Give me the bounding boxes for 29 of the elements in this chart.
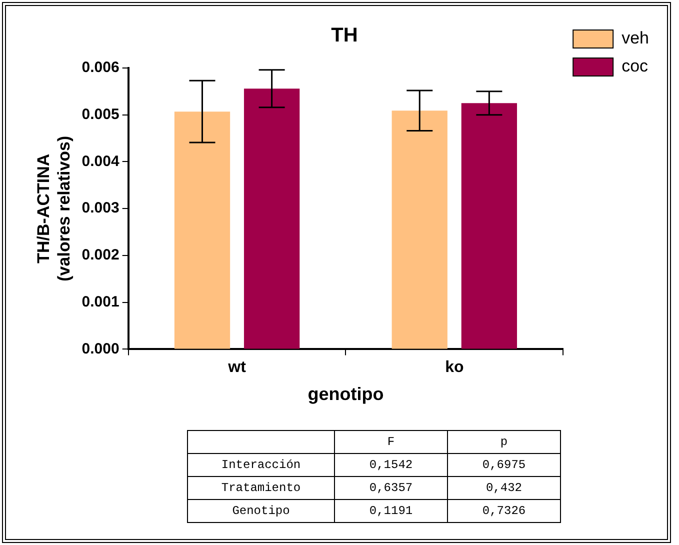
y-tick-label: 0.003	[82, 200, 120, 217]
x-tick-label: ko	[445, 359, 464, 376]
y-tick-label: 0.000	[82, 340, 120, 358]
text: 0,7326	[448, 500, 560, 522]
chart-title: TH	[331, 24, 358, 47]
y-tick-label: 0.006	[82, 59, 120, 76]
bar	[174, 112, 230, 349]
x-axis-title: genotipo	[308, 384, 384, 404]
legend-label: veh	[622, 28, 650, 48]
text: 0,432	[448, 476, 560, 500]
x-tick-label: wt	[227, 359, 247, 376]
bar	[461, 103, 518, 349]
y-tick-label: 0.002	[82, 246, 120, 264]
text: F	[334, 430, 448, 454]
y-tick-label: 0.001	[82, 293, 120, 310]
text: 0,6975	[448, 454, 560, 476]
y-tick-label: 0.005	[82, 106, 120, 124]
text: p	[448, 430, 560, 454]
y-axis-title: TH/B-ACTINA (valores relativos)	[34, 136, 74, 282]
text: Interacción	[188, 454, 334, 476]
bar	[244, 88, 300, 349]
text: Tratamiento	[188, 476, 334, 500]
text: 0,6357	[334, 476, 448, 500]
text: 0,1542	[334, 454, 448, 476]
bar	[392, 110, 448, 349]
text: Genotipo	[188, 500, 334, 522]
text: 0,1191	[334, 500, 448, 522]
legend-label: coc	[622, 56, 649, 76]
y-tick-label: 0.004	[82, 152, 120, 170]
